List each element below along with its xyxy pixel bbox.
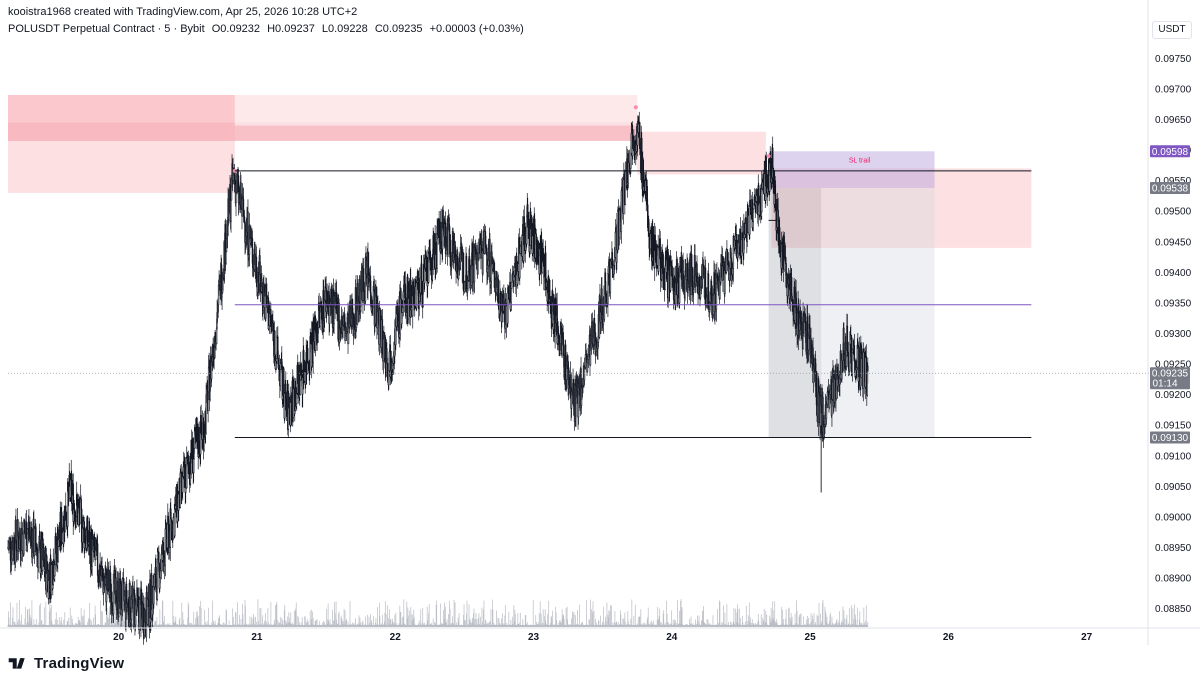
candle-body <box>121 578 124 611</box>
candle-body <box>758 185 760 206</box>
candle-body <box>489 239 491 283</box>
candle-body <box>35 526 37 547</box>
candle-body <box>182 476 184 493</box>
candle-body <box>449 239 452 267</box>
candle-body <box>323 299 326 319</box>
symbol-title[interactable]: POLUSDT Perpetual Contract · 5 · Bybit <box>8 23 205 35</box>
zones-layer <box>8 95 1032 248</box>
candle-body <box>57 546 59 563</box>
candle-body <box>174 508 176 537</box>
candle-body <box>274 330 276 356</box>
supply-zone-mid <box>637 131 766 175</box>
ohlc-open: O0.09232 <box>211 23 261 35</box>
candle-body <box>527 204 529 216</box>
chart-credit: kooistra1968 created with TradingView.co… <box>8 6 358 18</box>
candle-body <box>724 270 726 295</box>
symbol-ohlc-line: POLUSDT Perpetual Contract · 5 · Bybit O… <box>8 23 528 35</box>
candle-body <box>187 455 189 465</box>
ohlc-high: H0.09237 <box>267 23 315 35</box>
candle-body <box>192 458 195 474</box>
candle-body <box>146 605 149 625</box>
candle-body <box>249 225 251 240</box>
candle-body <box>659 238 661 260</box>
position-stop-zone <box>768 151 935 188</box>
candle-body <box>15 519 17 544</box>
ohlc-low: L0.09228 <box>321 23 368 35</box>
candle-body <box>158 551 160 564</box>
position-target-light <box>821 187 935 438</box>
candle-body <box>96 543 99 576</box>
candle-body <box>230 199 232 222</box>
candles-layer <box>7 105 869 645</box>
candle-body <box>299 379 301 396</box>
supply-zone-band <box>8 122 638 141</box>
currency-badge[interactable]: USDT <box>1152 21 1192 39</box>
candle-body <box>26 532 29 546</box>
supply-zone-top <box>234 95 638 126</box>
candle-body <box>583 368 586 381</box>
candle-body <box>772 147 774 169</box>
candle-body <box>243 216 246 223</box>
candle-body <box>416 282 418 309</box>
candle-body <box>150 617 152 623</box>
candle-body <box>657 246 660 272</box>
candle-body <box>603 305 606 320</box>
candle-body <box>739 229 742 250</box>
position-tool[interactable]: SL trail <box>768 151 935 438</box>
ohlc-change: +0.00003 (+0.03%) <box>429 23 524 35</box>
candle-body <box>81 527 84 543</box>
candle-body <box>225 251 227 264</box>
candle-body <box>307 347 309 364</box>
supply-zone-right <box>771 168 1032 248</box>
sl-trail-label: SL trail <box>849 157 871 164</box>
candle-body <box>609 267 612 293</box>
candle-body <box>482 250 484 274</box>
ohlc-close: C0.09235 <box>374 23 423 35</box>
candle-body <box>511 281 513 289</box>
candle-body <box>215 327 218 344</box>
